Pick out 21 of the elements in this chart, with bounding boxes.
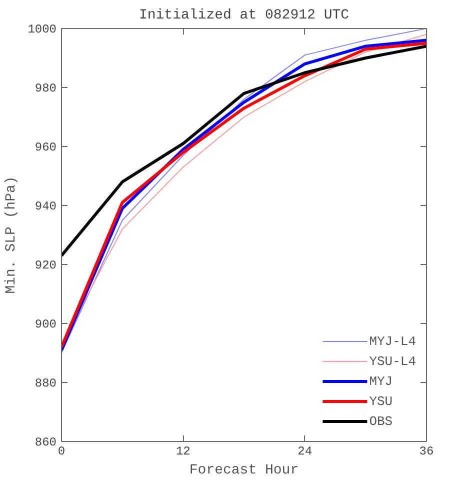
y-tick-label: 880 — [34, 376, 57, 390]
x-axis-title: Forecast Hour — [189, 462, 299, 478]
y-tick-label: 900 — [34, 318, 57, 332]
y-tick-label: 940 — [34, 200, 57, 214]
legend-label: YSU-L4 — [369, 354, 416, 368]
line-series — [62, 44, 426, 258]
chart-title: Initialized at 082912 UTC — [138, 8, 350, 24]
y-tick-label: 960 — [34, 140, 57, 154]
legend-label: MYJ — [369, 374, 393, 388]
y-tick-label: 920 — [34, 258, 57, 272]
y-axis-title: Min. SLP (hPa) — [4, 176, 20, 294]
y-tick-label: 1000 — [28, 22, 57, 36]
y-tick-label: 860 — [34, 436, 57, 450]
legend-label: YSU — [369, 394, 393, 408]
legend-label: MYJ-L4 — [369, 334, 416, 348]
x-tick-label: 36 — [419, 444, 434, 458]
x-tick-label: 12 — [176, 444, 190, 458]
x-tick-label: 0 — [58, 444, 66, 458]
y-tick-label: 980 — [34, 82, 57, 96]
legend-label: OBS — [369, 414, 393, 428]
x-tick-label: 24 — [298, 444, 312, 458]
